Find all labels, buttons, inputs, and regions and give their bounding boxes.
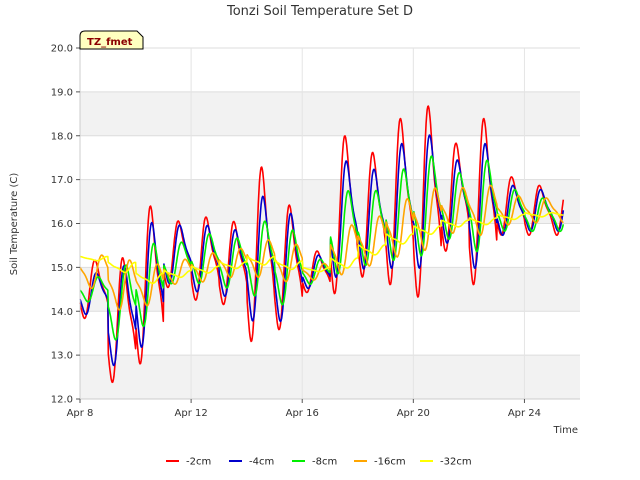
y-tick-label: 13.0 (51, 351, 73, 362)
y-tick-label: 17.0 (51, 175, 73, 186)
y-tick-label: 12.0 (51, 395, 73, 406)
y-tick-label: 18.0 (51, 131, 73, 142)
plot-band (80, 355, 580, 399)
x-tick-label: Apr 16 (286, 408, 319, 419)
y-tick-label: 14.0 (51, 307, 73, 318)
x-tick-label: Apr 8 (67, 408, 94, 419)
legend-label: -2cm (186, 457, 211, 468)
series-line-m32cm (79, 211, 564, 285)
y-tick-label: 20.0 (51, 44, 73, 55)
series-line-m16cm (79, 184, 564, 311)
x-ticks: Apr 8 Apr 12 Apr 16 Apr 20 Apr 24 (67, 399, 541, 419)
plot-band (80, 311, 580, 356)
y-ticks: 12.0 13.0 14.0 15.0 16.0 17.0 18.0 19.0 20.0 (51, 44, 80, 406)
legend-label: -4cm (249, 457, 274, 468)
x-axis-label: Time (553, 425, 578, 436)
chart-title: Tonzi Soil Temperature Set D (226, 4, 413, 19)
badge-shape (79, 30, 144, 50)
x-tick-label: Apr 24 (508, 408, 541, 419)
legend-label: -32cm (440, 457, 472, 468)
y-tick-label: 19.0 (51, 87, 73, 98)
plot-band (80, 135, 580, 180)
x-tick-label: Apr 20 (397, 408, 430, 419)
plot-band (80, 91, 580, 136)
badge-label: TZ_fmet (87, 37, 133, 48)
series-layer (79, 105, 565, 384)
series-line-m8cm (79, 155, 565, 341)
legend-label: -8cm (312, 457, 337, 468)
plot-band (80, 48, 580, 92)
y-axis-label: Soil Temperature (C) (9, 173, 20, 276)
x-tick-label: Apr 12 (175, 408, 208, 419)
legend: -2cm -4cm -8cm -16cm -32cm (166, 457, 472, 468)
y-tick-label: 15.0 (51, 263, 73, 274)
y-tick-label: 16.0 (51, 219, 73, 230)
legend-label: -16cm (374, 457, 406, 468)
source-badge: TZ_fmet (79, 30, 144, 50)
